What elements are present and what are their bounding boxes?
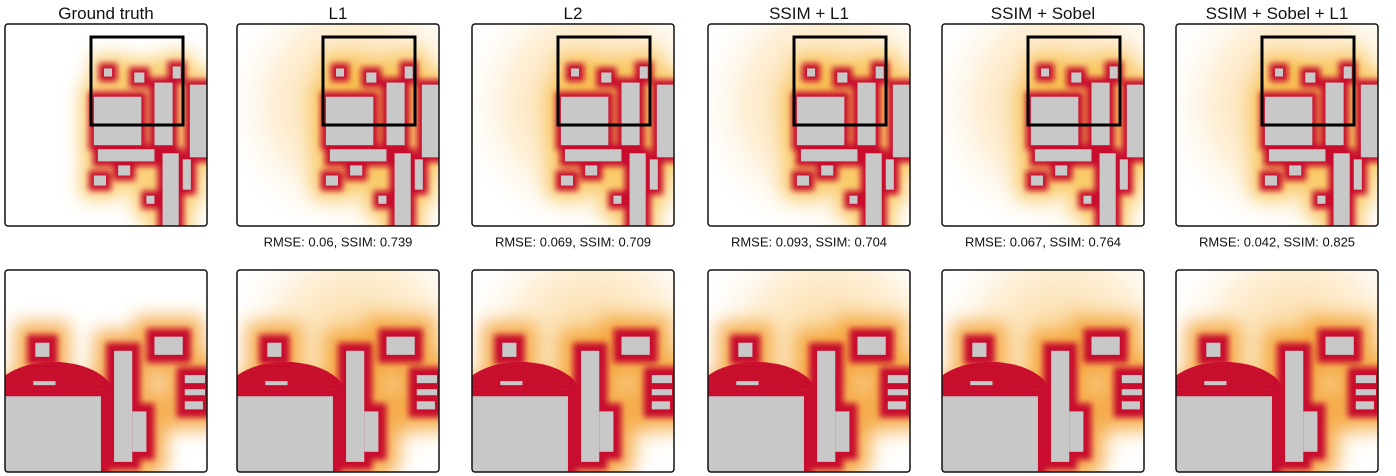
metric-caption: RMSE: 0.042, SSIM: 0.825 xyxy=(1199,235,1355,250)
panel-title: SSIM + L1 xyxy=(769,4,849,23)
panel: SSIM + L1 RMSE: 0.093, SSIM: 0.704 xyxy=(696,4,910,476)
panel: Ground truth xyxy=(0,4,207,476)
panel-title: SSIM + Sobel + L1 xyxy=(1206,4,1349,23)
figure: Ground truth L1 RMSE: 0.06, SSIM: 0.739 L2 R… xyxy=(0,0,1396,476)
metric-caption: RMSE: 0.06, SSIM: 0.739 xyxy=(264,235,413,250)
metric-caption: RMSE: 0.069, SSIM: 0.709 xyxy=(495,235,651,250)
panel: L1 RMSE: 0.06, SSIM: 0.739 xyxy=(225,4,439,476)
panel-title: L2 xyxy=(564,4,583,23)
metric-caption: RMSE: 0.067, SSIM: 0.764 xyxy=(965,235,1121,250)
panel-title: SSIM + Sobel xyxy=(991,4,1095,23)
panel: L2 RMSE: 0.069, SSIM: 0.709 xyxy=(460,4,674,476)
panel-title: Ground truth xyxy=(58,4,153,23)
panel-title: L1 xyxy=(329,4,348,23)
panel: SSIM + Sobel RMSE: 0.067, SSIM: 0.764 xyxy=(930,4,1144,476)
panel: SSIM + Sobel + L1 RMSE: 0.042, SSIM: 0.82… xyxy=(1164,4,1378,476)
metric-caption: RMSE: 0.093, SSIM: 0.704 xyxy=(731,235,887,250)
